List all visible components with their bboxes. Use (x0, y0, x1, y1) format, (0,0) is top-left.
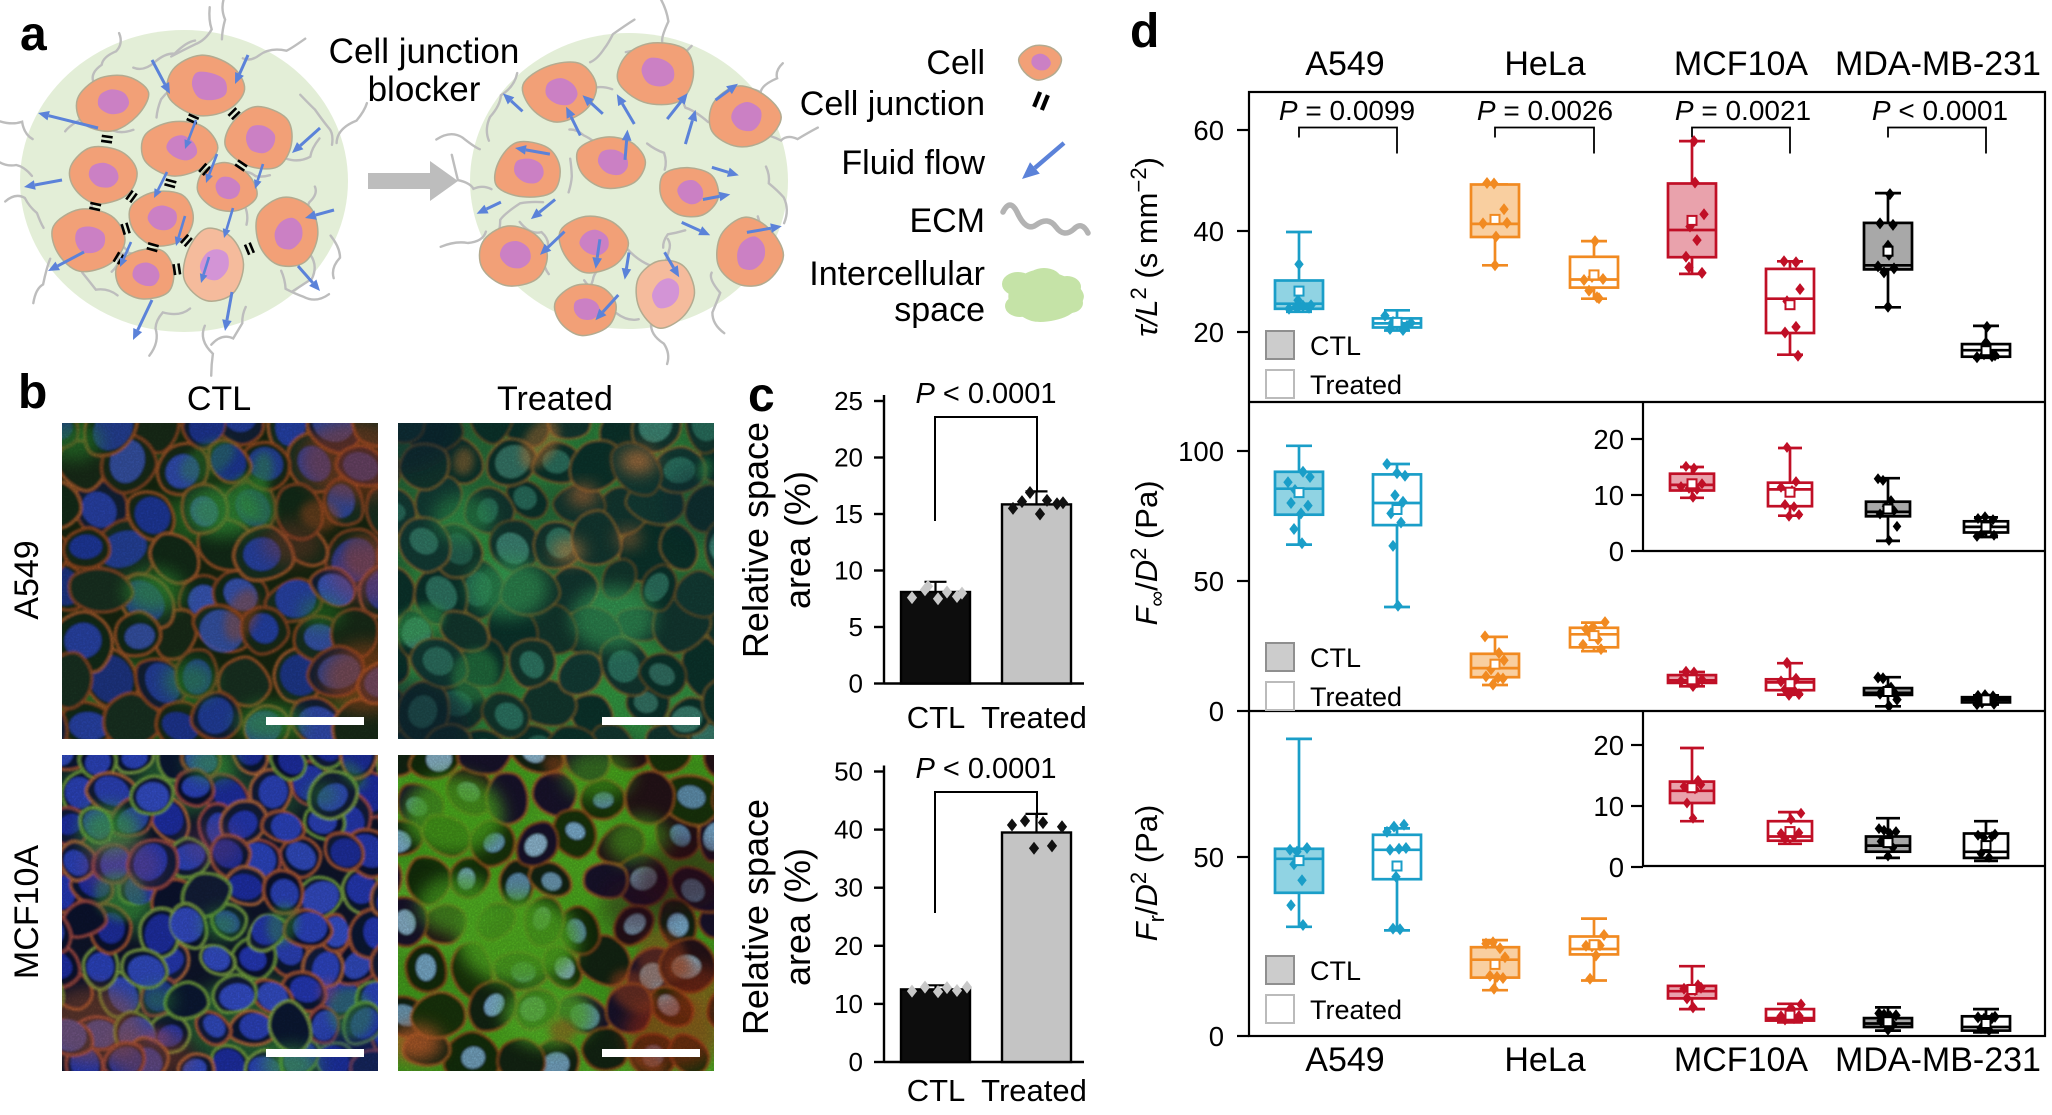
svg-text:MDA-MB-231: MDA-MB-231 (1835, 1041, 2041, 1079)
svg-text:ECM: ECM (909, 202, 985, 240)
svg-text:Treated: Treated (497, 380, 613, 418)
svg-text:A549: A549 (8, 540, 46, 619)
svg-text:Fluid flow: Fluid flow (841, 144, 985, 182)
svg-text:F∞/D2 (Pa): F∞/D2 (Pa) (1126, 480, 1169, 625)
svg-text:CTL: CTL (1310, 956, 1361, 986)
svg-text:Treated: Treated (981, 700, 1087, 735)
svg-text:CTL: CTL (907, 1073, 966, 1108)
svg-text:0: 0 (849, 1047, 863, 1077)
svg-text:b: b (18, 366, 47, 419)
svg-text:τ/L2 (s mm−2): τ/L2 (s mm−2) (1126, 157, 1164, 337)
svg-text:50: 50 (834, 757, 863, 787)
svg-text:Treated: Treated (1310, 995, 1402, 1025)
svg-text:30: 30 (834, 873, 863, 903)
svg-text:CTL: CTL (907, 700, 966, 735)
svg-text:CTL: CTL (1310, 331, 1361, 361)
svg-text:0: 0 (849, 669, 863, 699)
svg-text:P = 0.0021: P = 0.0021 (1675, 95, 1811, 126)
svg-text:a: a (20, 8, 47, 61)
svg-text:20: 20 (1593, 730, 1624, 761)
svg-text:10: 10 (834, 556, 863, 586)
svg-text:40: 40 (834, 815, 863, 845)
svg-text:MDA-MB-231: MDA-MB-231 (1835, 45, 2041, 83)
svg-text:20: 20 (1193, 317, 1224, 348)
svg-text:area (%): area (%) (777, 848, 818, 986)
svg-text:MCF10A: MCF10A (1674, 45, 1808, 83)
svg-text:40: 40 (1193, 216, 1224, 247)
svg-text:20: 20 (834, 443, 863, 473)
svg-text:0: 0 (1609, 536, 1624, 567)
svg-text:10: 10 (1593, 480, 1624, 511)
svg-text:d: d (1130, 5, 1159, 58)
svg-text:area (%): area (%) (777, 471, 818, 609)
svg-text:P = 0.0099: P = 0.0099 (1279, 95, 1415, 126)
svg-text:Fr/D2 (Pa): Fr/D2 (Pa) (1126, 805, 1169, 942)
svg-text:0: 0 (1609, 852, 1624, 883)
svg-text:CTL: CTL (1310, 643, 1361, 673)
svg-text:20: 20 (834, 931, 863, 961)
svg-text:blocker: blocker (368, 70, 481, 109)
svg-text:50: 50 (1193, 842, 1224, 873)
svg-text:Treated: Treated (1310, 682, 1402, 712)
svg-text:60: 60 (1193, 115, 1224, 146)
svg-text:Relative space: Relative space (735, 799, 776, 1035)
svg-text:HeLa: HeLa (1504, 45, 1585, 83)
svg-text:Intercellular: Intercellular (809, 255, 985, 293)
svg-text:A549: A549 (1305, 45, 1384, 83)
svg-text:P < 0.0001: P < 0.0001 (1872, 95, 2008, 126)
svg-text:25: 25 (834, 386, 863, 416)
svg-text:Relative space: Relative space (735, 422, 776, 658)
svg-text:Cell junction: Cell junction (800, 85, 985, 123)
svg-text:5: 5 (849, 612, 863, 642)
svg-text:10: 10 (834, 989, 863, 1019)
svg-text:Cell: Cell (926, 44, 985, 82)
svg-text:CTL: CTL (187, 380, 251, 418)
svg-text:Treated: Treated (981, 1073, 1087, 1108)
svg-text:P < 0.0001: P < 0.0001 (915, 378, 1056, 410)
svg-text:A549: A549 (1305, 1041, 1384, 1079)
svg-text:space: space (894, 291, 985, 329)
svg-text:P < 0.0001: P < 0.0001 (915, 753, 1056, 785)
svg-text:HeLa: HeLa (1504, 1041, 1585, 1079)
svg-text:MCF10A: MCF10A (1674, 1041, 1808, 1079)
svg-text:0: 0 (1209, 1021, 1224, 1052)
svg-text:Cell junction: Cell junction (329, 32, 520, 71)
svg-text:Treated: Treated (1310, 370, 1402, 400)
svg-text:P = 0.0026: P = 0.0026 (1477, 95, 1613, 126)
svg-text:100: 100 (1178, 436, 1224, 467)
svg-text:0: 0 (1209, 696, 1224, 727)
svg-text:c: c (748, 369, 775, 422)
svg-text:20: 20 (1593, 424, 1624, 455)
svg-text:10: 10 (1593, 791, 1624, 822)
svg-text:MCF10A: MCF10A (8, 845, 46, 979)
svg-text:15: 15 (834, 499, 863, 529)
svg-text:50: 50 (1193, 566, 1224, 597)
